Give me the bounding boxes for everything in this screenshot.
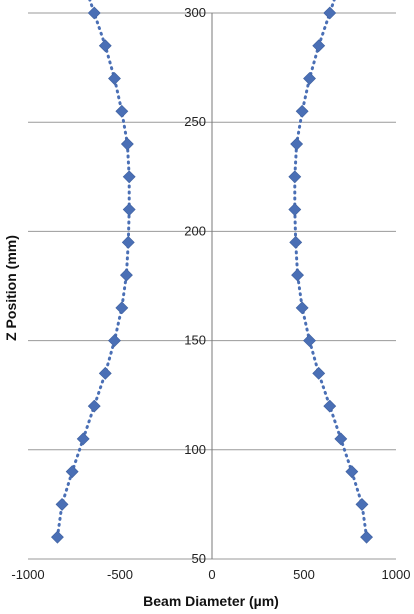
y-tick-label: 300 <box>184 5 206 20</box>
x-tick-label: -1000 <box>11 567 44 582</box>
data-point <box>87 399 101 413</box>
data-point <box>303 72 316 85</box>
data-point <box>76 432 90 446</box>
x-tick-label: 1000 <box>382 567 411 582</box>
data-point <box>355 497 369 511</box>
y-tick-label: 200 <box>184 223 206 238</box>
data-point <box>98 366 112 380</box>
data-point <box>303 334 316 348</box>
trendline <box>293 0 369 539</box>
x-tick-label: 500 <box>293 567 315 582</box>
data-point <box>312 366 326 380</box>
trendline <box>55 0 131 539</box>
data-point <box>312 39 326 53</box>
data-point <box>290 137 304 151</box>
data-point <box>323 399 337 413</box>
data-point <box>288 170 302 184</box>
data-point <box>295 104 309 118</box>
data-point <box>288 203 302 216</box>
data-point <box>115 104 129 118</box>
data-point <box>345 465 359 479</box>
data-point <box>122 203 136 216</box>
data-point <box>51 530 64 544</box>
data-point <box>120 268 133 282</box>
x-axis-title: Beam Diameter (µm) <box>143 593 279 609</box>
grid-lines <box>28 12 396 560</box>
y-tick-labels: 50 100 150 200 250 300 <box>184 5 206 566</box>
y-tick-label: 150 <box>184 333 206 348</box>
data-point <box>289 235 303 249</box>
trend-lines <box>55 0 369 539</box>
data-point <box>121 235 135 249</box>
data-points <box>51 6 373 544</box>
data-point <box>295 301 309 315</box>
data-point <box>120 137 134 151</box>
data-point <box>334 432 348 446</box>
data-point <box>108 72 121 85</box>
y-tick-label: 250 <box>184 114 206 129</box>
data-point <box>291 268 304 282</box>
data-point <box>108 334 121 348</box>
x-tick-labels: -1000 -500 0 500 1000 <box>11 567 410 582</box>
x-tick-label: -500 <box>107 567 133 582</box>
data-point <box>115 301 129 315</box>
y-axis-title: Z Position (mm) <box>3 235 19 341</box>
data-point <box>87 6 101 20</box>
y-tick-label: 50 <box>192 551 206 566</box>
x-tick-label: 0 <box>208 567 215 582</box>
data-point <box>323 6 337 20</box>
data-point <box>360 530 373 544</box>
data-point <box>98 39 112 53</box>
y-tick-label: 100 <box>184 442 206 457</box>
data-point <box>65 465 79 479</box>
data-point <box>122 170 136 184</box>
data-point <box>55 497 69 511</box>
